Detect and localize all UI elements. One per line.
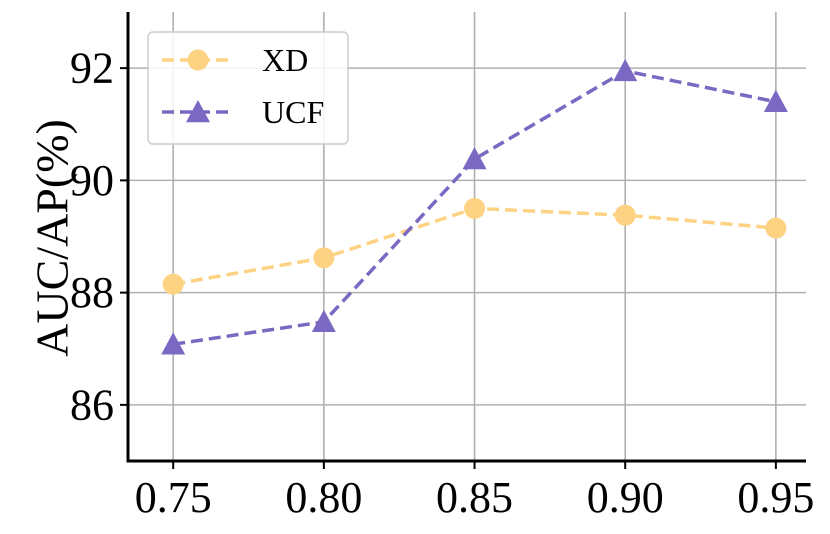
legend-label-xd: XD — [262, 42, 308, 78]
data-point-ucf — [462, 147, 487, 170]
legend-marker-xd — [187, 49, 209, 71]
data-point-xd — [313, 247, 335, 269]
series-line-ucf — [172, 69, 777, 346]
legend: XD UCF — [147, 31, 349, 145]
data-point-xd — [614, 204, 636, 226]
data-point-ucf — [311, 309, 336, 333]
data-point-ucf — [613, 58, 638, 82]
x-tick-label: 0.85 — [436, 473, 513, 522]
data-point-xd — [765, 217, 787, 239]
data-point-xd — [464, 197, 486, 219]
data-point-ucf — [763, 89, 788, 112]
y-axis-label: AUC/AP(%) — [27, 119, 78, 357]
data-point-xd — [162, 273, 184, 295]
x-tick-label: 0.90 — [587, 473, 664, 522]
x-tick-label: 0.95 — [737, 473, 814, 522]
y-tick-label: 90 — [70, 156, 114, 205]
legend-marker-ucf — [186, 100, 210, 123]
axes — [120, 12, 806, 469]
x-tick-label: 0.75 — [135, 473, 212, 522]
y-tick-label: 92 — [70, 44, 114, 93]
legend-label-ucf: UCF — [262, 94, 324, 130]
x-tick-label: 0.80 — [285, 473, 362, 522]
series-plot-area — [161, 58, 788, 355]
data-point-ucf — [161, 332, 186, 355]
y-tick-label: 86 — [70, 380, 114, 429]
y-tick-label: 88 — [70, 268, 114, 317]
tick-labels: 0.75 0.80 0.85 0.90 0.95 86 88 90 92 — [70, 44, 814, 522]
